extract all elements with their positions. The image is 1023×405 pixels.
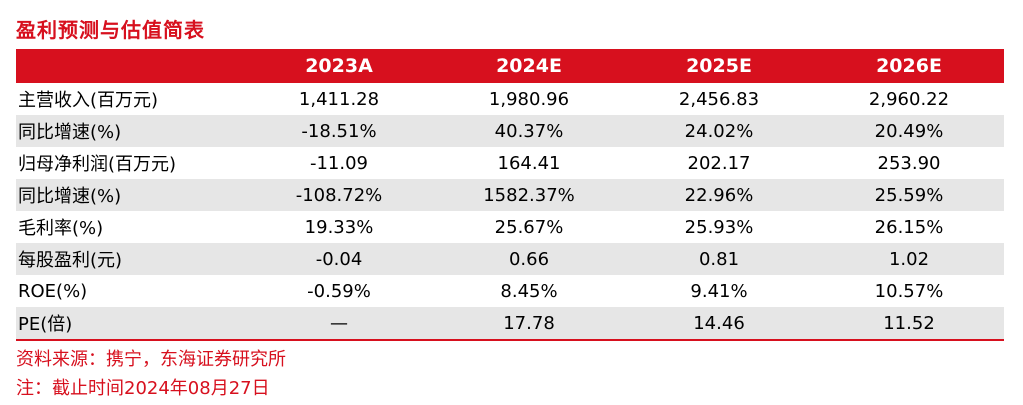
table-row: 同比增速(%) -18.51% 40.37% 24.02% 20.49% (16, 115, 1004, 147)
table-cell: 25.93% (684, 216, 754, 238)
table-row: 主营收入(百万元) 1,411.28 1,980.96 2,456.83 2,9… (16, 83, 1004, 115)
table-cell: 1582.37% (483, 184, 575, 206)
table-cell: 20.49% (874, 120, 944, 142)
table-cell: -0.04 (315, 248, 363, 270)
table-cell: 24.02% (684, 120, 754, 142)
table-cell: 8.45% (500, 280, 558, 302)
header-cell-2024e: 2024E (496, 55, 562, 77)
table-row: ROE(%) -0.59% 8.45% 9.41% 10.57% (16, 275, 1004, 307)
table-cell: 11.52 (883, 312, 935, 334)
table-cell: 25.67% (494, 216, 564, 238)
table-cell: 0.81 (698, 248, 740, 270)
table-cell: 19.33% (304, 216, 374, 238)
row-label: PE(倍) (18, 314, 73, 335)
row-label: 毛利率(%) (18, 218, 104, 239)
table-cell: 9.41% (690, 280, 748, 302)
table-cell: 164.41 (497, 152, 561, 174)
header-cell-2025e: 2025E (686, 55, 752, 77)
table-cell: -108.72% (295, 184, 383, 206)
table-header-row: 2023A 2024E 2025E 2026E (16, 49, 1004, 83)
row-label: 每股盈利(元) (18, 250, 123, 271)
table-cell: 1,411.28 (298, 88, 380, 110)
table-cell: 40.37% (494, 120, 564, 142)
table-cell: 202.17 (687, 152, 751, 174)
row-label: 主营收入(百万元) (18, 90, 159, 111)
table-cell: -18.51% (301, 120, 377, 142)
table-cell: 1.02 (888, 248, 930, 270)
row-label: 归母净利润(百万元) (18, 154, 177, 175)
table-cell: 1,980.96 (488, 88, 570, 110)
table-row: 毛利率(%) 19.33% 25.67% 25.93% 26.15% (16, 211, 1004, 243)
table-row: 每股盈利(元) -0.04 0.66 0.81 1.02 (16, 243, 1004, 275)
table-cell: -11.09 (309, 152, 369, 174)
row-label: 同比增速(%) (18, 186, 122, 207)
row-label: ROE(%) (18, 280, 88, 302)
date-note: 注：截止时间2024年08月27日 (16, 378, 270, 399)
table-cell: 14.46 (693, 312, 745, 334)
table-cell: 22.96% (684, 184, 754, 206)
table-cell: 10.57% (874, 280, 944, 302)
source-note: 资料来源：携宁，东海证券研究所 (16, 349, 286, 370)
table-row: PE(倍) — 17.78 14.46 11.52 (16, 307, 1004, 339)
table-cell: 25.59% (874, 184, 944, 206)
table-bottom-rule (16, 339, 1004, 341)
header-cell-2026e: 2026E (876, 55, 942, 77)
table-cell: 2,960.22 (868, 88, 950, 110)
table-cell: -0.59% (307, 280, 371, 302)
table-cell: — (330, 312, 348, 334)
table-cell: 17.78 (503, 312, 555, 334)
table-cell: 253.90 (877, 152, 941, 174)
table-cell: 2,456.83 (678, 88, 760, 110)
table-row: 归母净利润(百万元) -11.09 164.41 202.17 253.90 (16, 147, 1004, 179)
header-cell-2023a: 2023A (305, 55, 373, 77)
table-cell: 0.66 (508, 248, 550, 270)
table-cell: 26.15% (874, 216, 944, 238)
table-title: 盈利预测与估值简表 (16, 18, 205, 42)
table-row: 同比增速(%) -108.72% 1582.37% 22.96% 25.59% (16, 179, 1004, 211)
row-label: 同比增速(%) (18, 122, 122, 143)
forecast-table: 2023A 2024E 2025E 2026E 主营收入(百万元) 1,411.… (16, 49, 1004, 339)
